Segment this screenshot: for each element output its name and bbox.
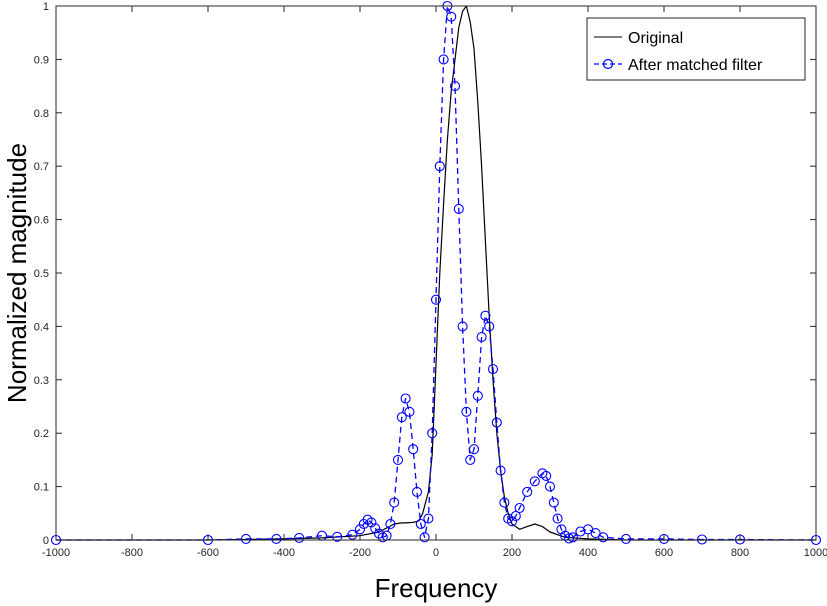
series-marker — [427, 428, 438, 439]
y-tick-label: 0 — [43, 535, 49, 547]
series-marker — [620, 533, 632, 544]
series-marker — [240, 533, 252, 544]
series-marker — [552, 513, 563, 524]
series-marker — [423, 513, 434, 524]
series-marker — [499, 497, 510, 508]
series-marker — [438, 54, 449, 65]
series-marker — [434, 161, 445, 172]
series-marker — [294, 532, 305, 543]
series-marker — [476, 332, 487, 343]
series-marker — [370, 523, 381, 534]
series-marker — [514, 502, 525, 514]
x-tick-label: 200 — [503, 547, 521, 559]
y-axis-ticks: 0 0.1 0.2 0.3 0.4 0.5 0.6 0.7 0.8 0.9 1 — [34, 1, 816, 547]
series-marker — [510, 510, 521, 522]
x-axis-ticks: -1000 -800 -600 -400 -200 0 200 400 600 800 1000 — [42, 6, 827, 559]
series-marker — [468, 444, 480, 455]
series-marker — [446, 11, 457, 22]
series-marker — [575, 526, 586, 537]
x-axis-title: Frequency — [375, 573, 498, 603]
y-tick-label: 0.2 — [34, 428, 49, 440]
series-marker — [598, 532, 609, 543]
x-tick-label: 800 — [731, 547, 749, 559]
series-marker — [449, 81, 461, 92]
x-tick-label: -800 — [121, 547, 143, 559]
series-marker — [457, 321, 468, 332]
y-axis-title: Normalized magnitude — [2, 143, 32, 403]
y-tick-label: 0.5 — [34, 268, 49, 280]
series-marker — [461, 406, 472, 417]
series-marker — [408, 444, 419, 455]
x-tick-label: -600 — [197, 547, 219, 559]
series-marker — [400, 393, 411, 404]
plot-background — [56, 6, 816, 540]
x-tick-label: 600 — [655, 547, 673, 559]
series-marker — [392, 454, 404, 465]
y-tick-label: 0.3 — [34, 375, 49, 387]
x-tick-label: 1000 — [804, 547, 827, 559]
y-tick-label: 0.1 — [34, 482, 49, 494]
legend-label-original: Original — [628, 30, 683, 47]
y-tick-label: 1 — [43, 1, 49, 13]
series-marker — [396, 412, 407, 423]
legend-label-matched: After matched filter — [628, 57, 763, 74]
series-marker — [347, 529, 358, 540]
legend: Original After matched filter — [586, 17, 806, 81]
series-marker — [567, 532, 578, 543]
x-tick-label: -200 — [349, 547, 371, 559]
series-marker — [487, 364, 499, 375]
y-tick-label: 0.7 — [34, 161, 49, 173]
legend-marker-matched — [602, 58, 614, 70]
series-marker — [415, 518, 426, 530]
x-tick-label: -1000 — [42, 547, 70, 559]
x-tick-label: 0 — [433, 547, 439, 559]
series-marker — [590, 528, 601, 539]
series-marker — [332, 531, 343, 542]
series-marker — [472, 390, 483, 401]
series-marker — [484, 321, 495, 332]
x-tick-label: 400 — [579, 547, 597, 559]
series-marker — [271, 533, 282, 544]
series-marker — [480, 310, 491, 321]
y-tick-label: 0.6 — [34, 215, 49, 227]
series-marker — [373, 528, 385, 539]
series-marker — [453, 203, 464, 214]
series-marker — [389, 497, 400, 508]
series-marker — [495, 465, 506, 476]
series-marker — [529, 476, 540, 487]
series-marker — [385, 518, 396, 530]
legend-box — [586, 17, 806, 81]
series-marker — [563, 533, 575, 544]
series-marker — [465, 454, 476, 465]
series-marker — [411, 486, 423, 497]
series-marker — [404, 406, 415, 417]
series-marker — [548, 497, 559, 508]
series-marker — [419, 532, 430, 543]
series-marker — [506, 516, 518, 527]
y-tick-label: 0.4 — [34, 321, 49, 333]
series-marker — [544, 481, 556, 492]
series-marker — [430, 294, 442, 305]
x-tick-label: -400 — [273, 547, 295, 559]
series-marker — [541, 470, 552, 481]
y-tick-label: 0.8 — [34, 108, 49, 120]
series-marker — [354, 524, 366, 535]
y-tick-label: 0.9 — [34, 54, 49, 66]
series-marker — [522, 486, 533, 497]
series-marker — [491, 417, 502, 428]
